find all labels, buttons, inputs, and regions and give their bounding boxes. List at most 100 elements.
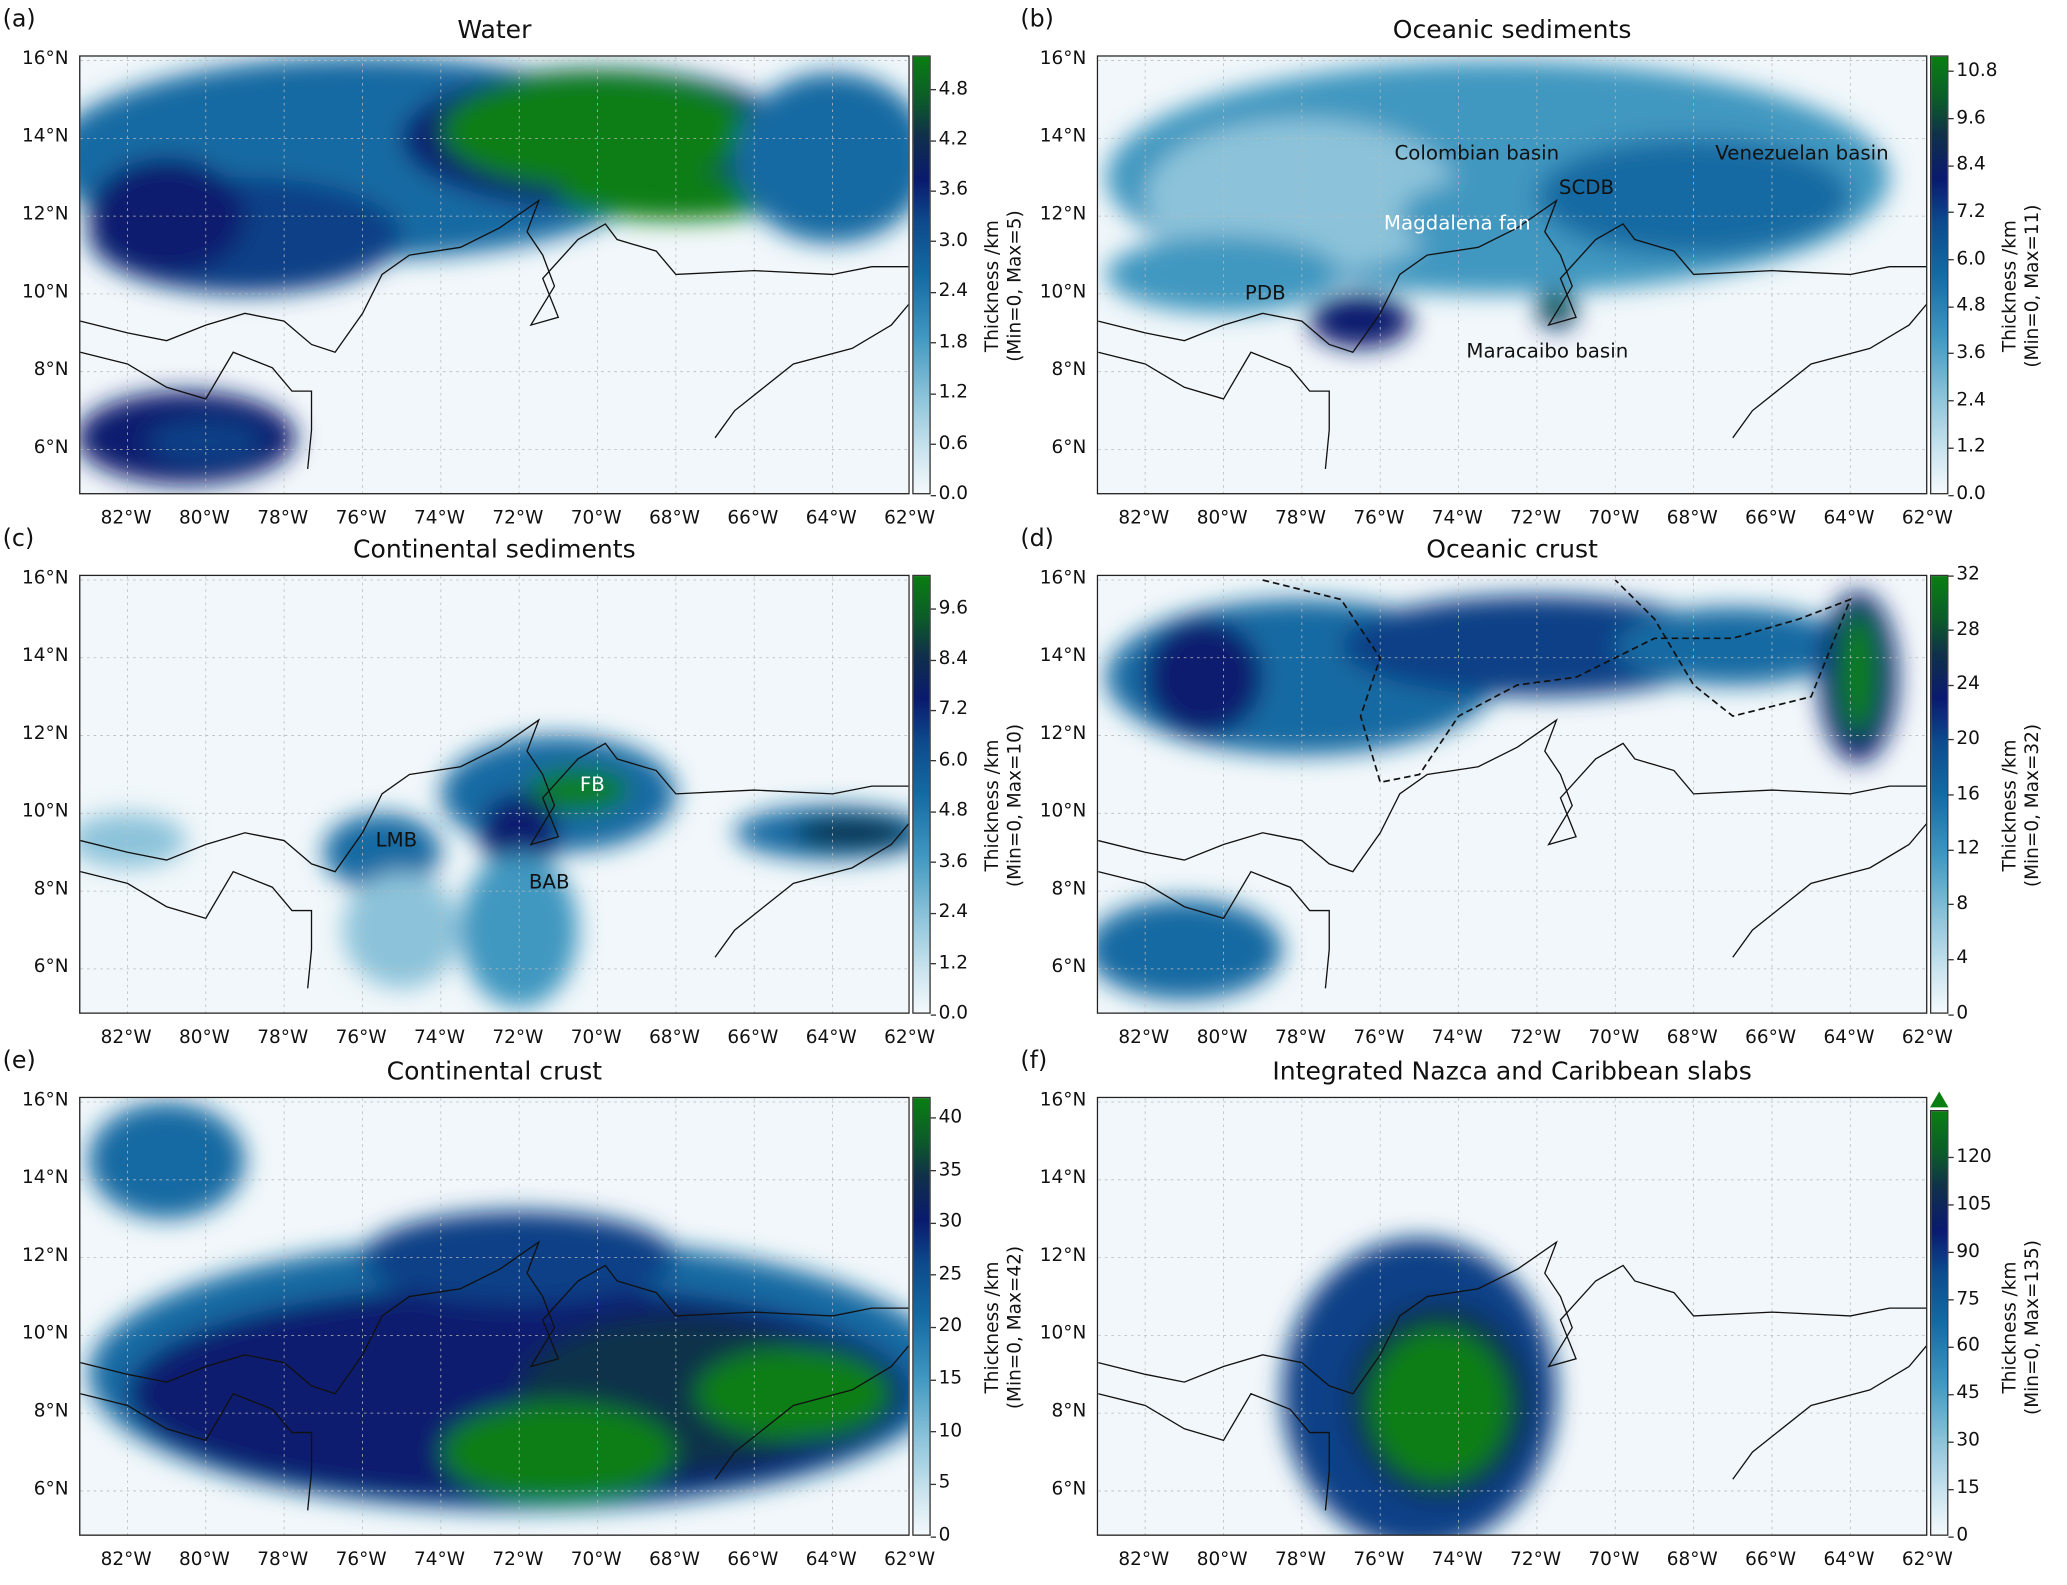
colorbar-unit-label: Thickness /km — [982, 1261, 1004, 1394]
x-tick-label: 66°W — [727, 1026, 779, 1049]
colorbar-tick-label: 8 — [1948, 892, 1969, 914]
colorbar-tick-label: 8.4 — [1948, 153, 1986, 176]
colorbar-tick-label: 0 — [930, 1524, 951, 1546]
x-tick-label: 66°W — [727, 1549, 779, 1571]
coastline — [1098, 718, 1927, 873]
y-tick-label: 16°N — [22, 48, 69, 70]
x-tick-label: 64°W — [805, 507, 857, 529]
x-tick-label: 64°W — [805, 1026, 857, 1049]
map-plot — [80, 56, 909, 494]
colorbar-tick-label: 3.6 — [930, 850, 968, 872]
y-tick-label: 12°N — [22, 203, 69, 225]
colorbar-tick-label: 0.0 — [930, 1002, 968, 1024]
x-tick-label: 64°W — [805, 1549, 857, 1571]
colorbar-tick-label: 35 — [930, 1158, 963, 1180]
x-tick-label: 82°W — [1118, 1026, 1170, 1049]
coastline — [1732, 1345, 1927, 1480]
y-tick-label: 12°N — [22, 723, 69, 745]
x-tick-label: 80°W — [178, 507, 230, 529]
map-annotation: Magdalena fan — [1383, 210, 1531, 235]
panel-oceanic-crust: (d) Oceanic crust 16°N 14°N 12°N 10°N 8°N 6°N… — [1018, 519, 2043, 1048]
x-tick-label: 78°W — [257, 1549, 309, 1571]
dashed-contour — [1262, 579, 1852, 784]
y-tick-label: 6°N — [33, 1478, 69, 1500]
x-tick-label: 64°W — [1823, 1549, 1875, 1571]
x-tick-label: 82°W — [1118, 1549, 1170, 1571]
x-tick-label: 78°W — [257, 1026, 309, 1049]
x-tick-label: 68°W — [1666, 1026, 1718, 1049]
thickness-region — [1341, 595, 1733, 697]
colorbar-label: Thickness /km (Min=0, Max=32) — [2000, 608, 2045, 1003]
colorbar-tick-label: 2.4 — [930, 901, 968, 923]
x-tick-label: 68°W — [649, 1549, 701, 1571]
map-frame — [79, 55, 910, 495]
map-plot — [80, 576, 909, 1013]
thickness-region — [1615, 607, 1851, 685]
thickness-region — [88, 1102, 245, 1219]
coastline — [1732, 823, 1927, 958]
map-plot — [1098, 56, 1927, 494]
panel-water: (a) Water 16°N 14°N 12°N 10°N 8°N 6°N 82°W 80°W… — [0, 0, 1026, 528]
thickness-region — [1546, 295, 1567, 316]
x-tick-label: 68°W — [649, 507, 701, 529]
x-tick-label: 74°W — [414, 1549, 465, 1571]
colorbar-tick-label: 16 — [1948, 783, 1980, 805]
panel-oceanic-sediments: (b) Oceanic sediments 16°N 14°N 12°N 10°N 8°… — [1018, 0, 2043, 528]
coastline — [80, 198, 909, 354]
colorbar-label: Thickness /km (Min=0, Max=11) — [2000, 88, 2045, 483]
x-tick-label: 66°W — [727, 507, 779, 529]
x-tick-label: 80°W — [178, 1026, 230, 1049]
colorbar-tick-label: 24 — [1948, 673, 1980, 695]
thickness-region — [440, 1401, 676, 1503]
x-tick-label: 80°W — [1196, 507, 1248, 529]
colorbar-range-label: (Min=0, Max=135) — [2022, 1240, 2044, 1416]
thickness-region — [80, 813, 187, 868]
y-tick-label: 16°N — [22, 567, 69, 589]
x-tick-label: 78°W — [1275, 507, 1327, 529]
colorbar-unit-label: Thickness /km — [1999, 220, 2021, 353]
thickness-region — [1098, 898, 1283, 1000]
x-tick-label: 62°W — [884, 507, 936, 529]
colorbar-tick-label: 75 — [1948, 1288, 1980, 1310]
panel-continental-crust: (e) Continental crust 16°N 14°N 12°N 10°N 8°… — [0, 1041, 1026, 1570]
y-tick-label: 8°N — [1051, 359, 1087, 381]
y-tick-label: 14°N — [1039, 125, 1087, 147]
x-tick-label: 64°W — [1823, 507, 1875, 529]
colorbar-label: Thickness /km (Min=0, Max=135) — [2000, 1130, 2045, 1525]
colorbar-tick-label: 7.2 — [930, 698, 968, 720]
x-tick-label: 76°W — [1353, 507, 1405, 529]
x-tick-label: 72°W — [1510, 507, 1562, 529]
thickness-region — [1309, 293, 1412, 349]
map-frame — [79, 1096, 910, 1536]
y-tick-label: 14°N — [1039, 1167, 1087, 1189]
panel-label: (d) — [1020, 524, 1054, 553]
map-annotation: Maracaibo basin — [1466, 339, 1629, 363]
colorbar-tick-label: 1.8 — [930, 331, 968, 353]
map-annotation: LMB — [375, 827, 418, 852]
colorbar-unit-label: Thickness /km — [1999, 739, 2021, 872]
x-tick-label: 62°W — [884, 1026, 936, 1049]
coastline — [80, 351, 313, 469]
x-tick-label: 68°W — [1666, 507, 1718, 529]
y-tick-label: 10°N — [1039, 281, 1087, 303]
colorbar-tick-label: 7.2 — [1948, 200, 1986, 223]
colorbar-tick-label: 4.8 — [930, 77, 968, 100]
colorbar-tick-label: 0.0 — [1948, 483, 1986, 505]
colorbar-tick-label: 6.0 — [1948, 247, 1986, 270]
y-tick-label: 8°N — [33, 359, 69, 381]
panel-title: Continental sediments — [353, 535, 636, 565]
x-tick-label: 76°W — [335, 1549, 387, 1571]
colorbar — [1929, 574, 1949, 1014]
colorbar-tick-label: 5 — [930, 1472, 951, 1494]
thickness-region — [1368, 1327, 1510, 1484]
x-tick-label: 62°W — [1901, 507, 1953, 529]
colorbar — [1929, 1110, 1949, 1536]
y-tick-label: 16°N — [1039, 1089, 1087, 1111]
colorbar — [912, 574, 931, 1014]
panel-label: (f) — [1020, 1046, 1048, 1075]
colorbar-tick-label: 10.8 — [1948, 59, 1998, 81]
panel-title: Oceanic sediments — [1392, 15, 1632, 45]
map-plot — [80, 1098, 909, 1535]
colorbar — [912, 55, 931, 495]
x-tick-label: 70°W — [570, 1026, 622, 1049]
